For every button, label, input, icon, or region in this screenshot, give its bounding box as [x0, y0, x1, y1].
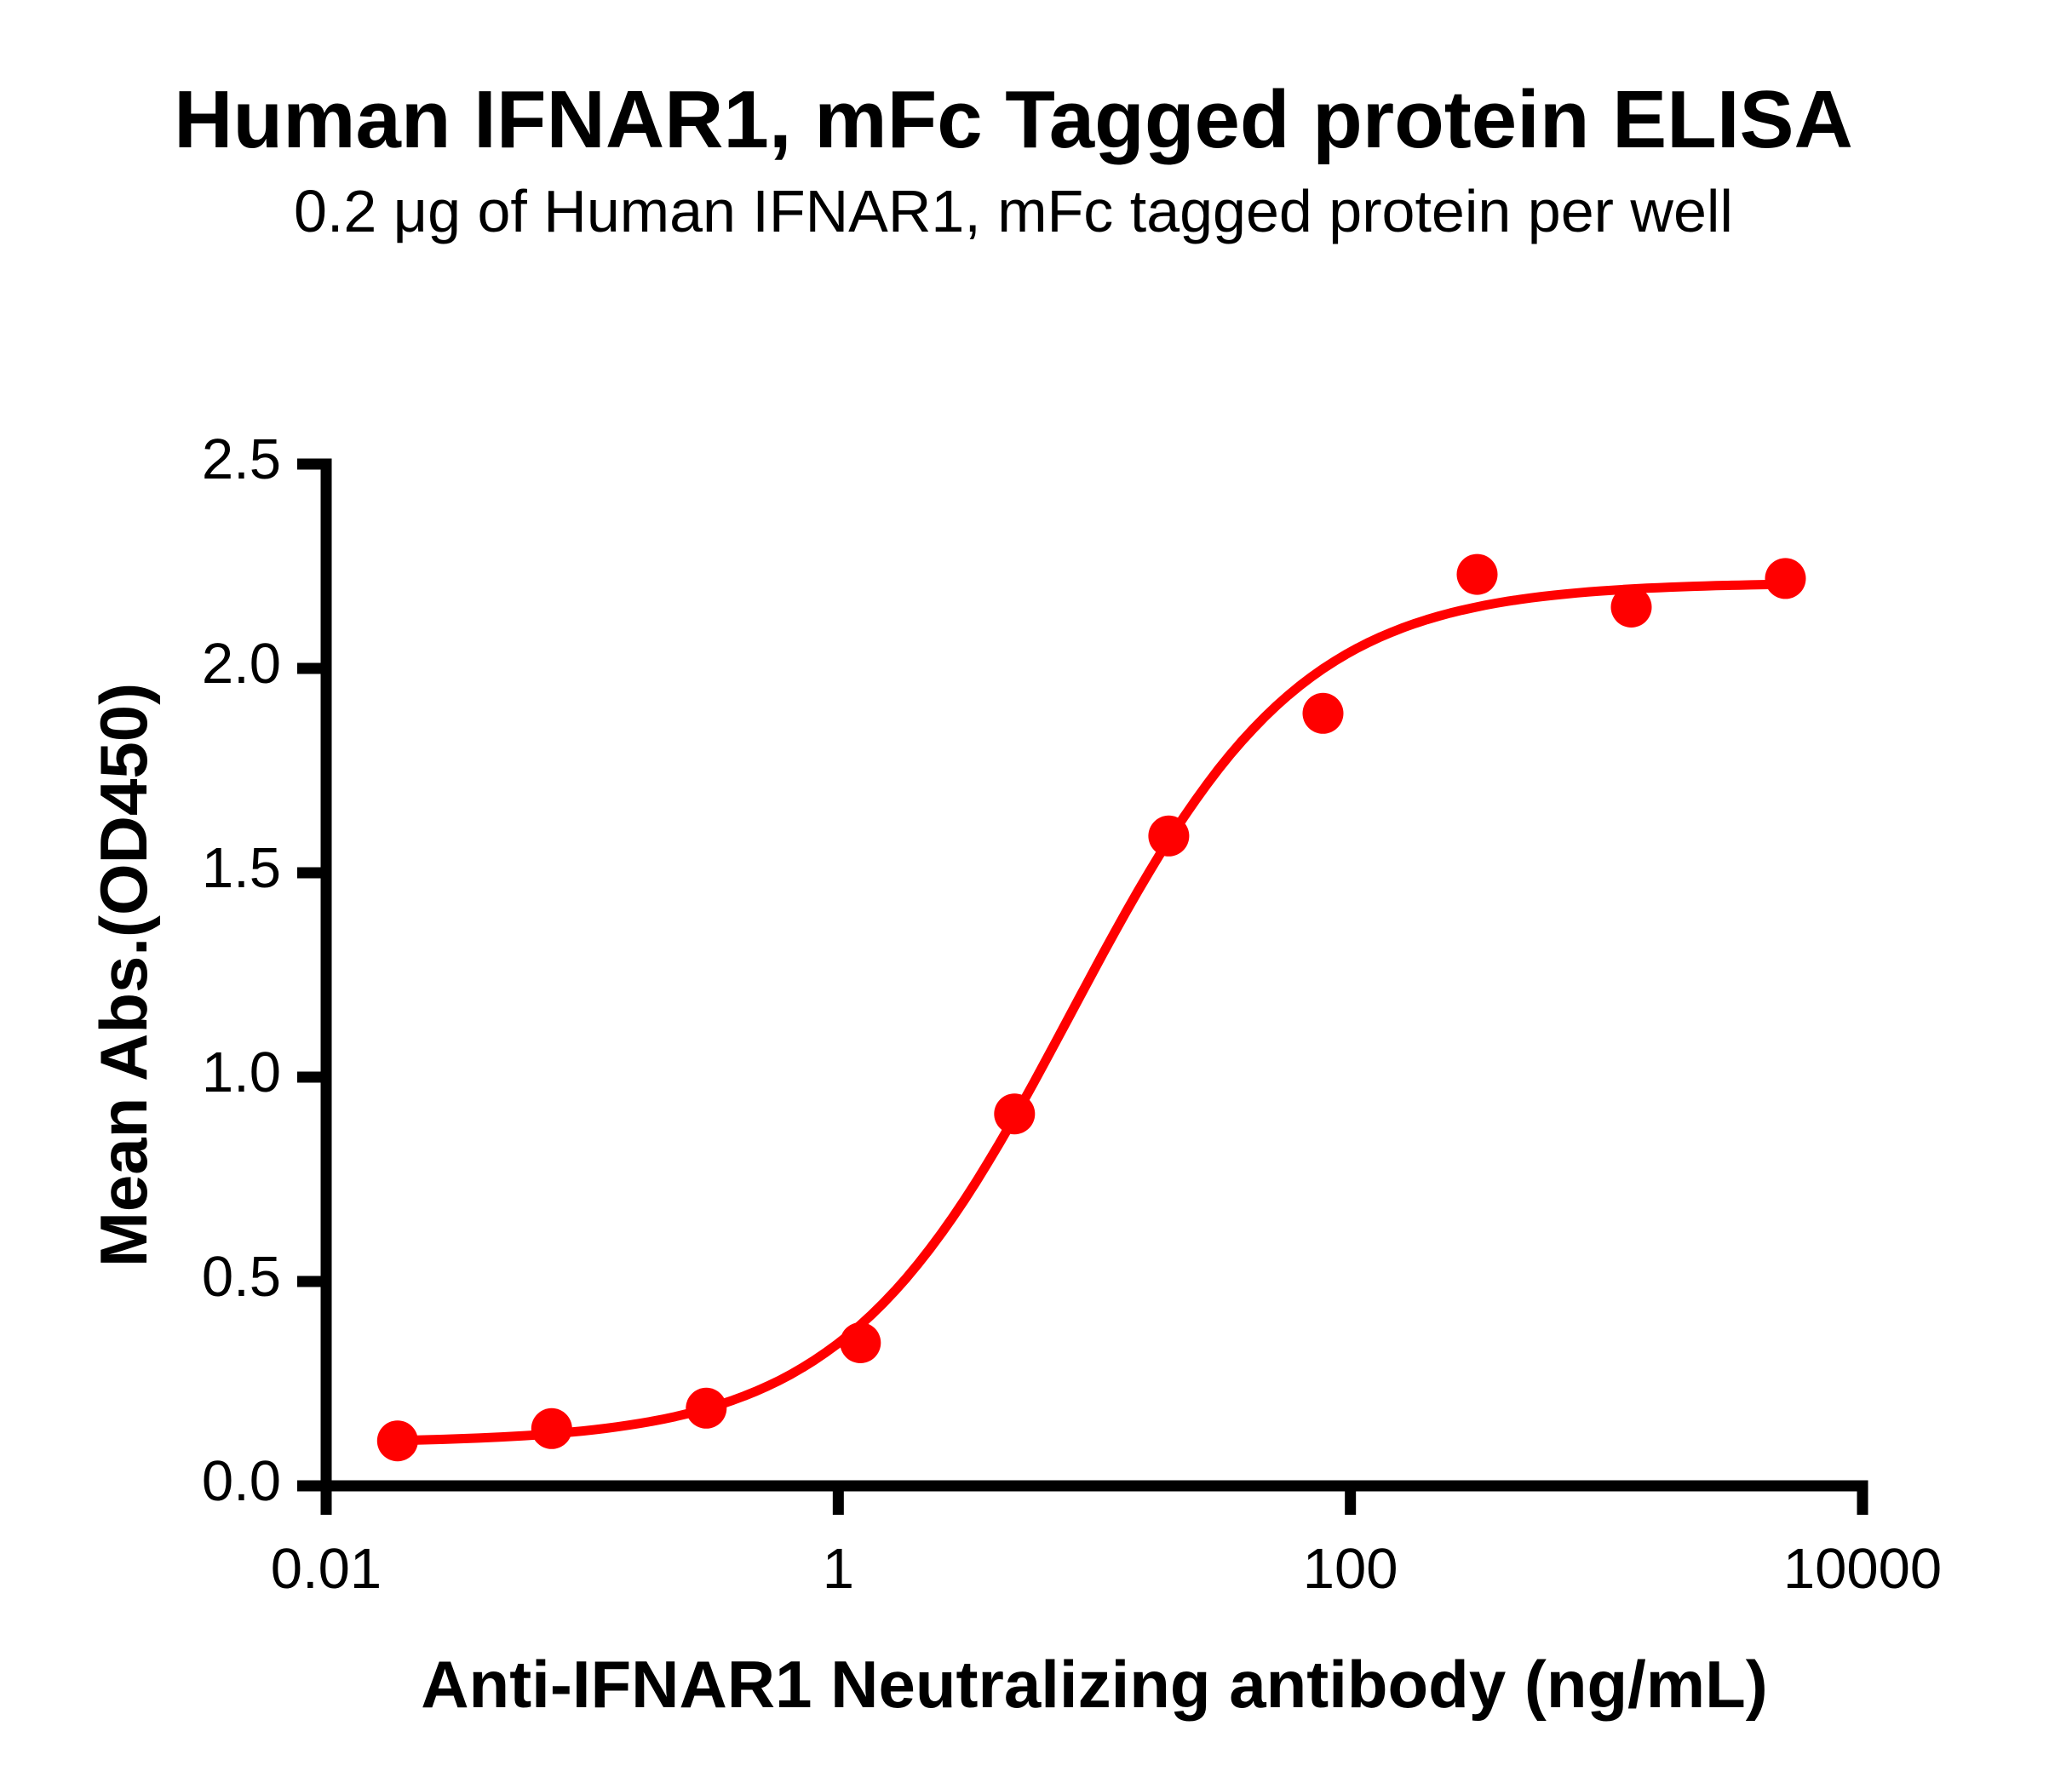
data-point: [686, 1387, 727, 1429]
y-tick-label: 0.0: [202, 1449, 281, 1513]
y-tick-label: 1.0: [202, 1041, 281, 1104]
x-tick-label: 10000: [1783, 1537, 1942, 1601]
x-tick-label: 100: [1303, 1537, 1398, 1601]
y-tick-label: 2.5: [202, 427, 281, 491]
data-point: [376, 1420, 418, 1462]
y-tick-label: 2.0: [202, 632, 281, 696]
axes-layer: 0.0 0.5 1.0 1.5 2.0 2.5 0.01 1 100 10000: [202, 427, 1942, 1601]
chart-subtitle: 0.2 μg of Human IFNAR1, mFc tagged prote…: [294, 178, 1733, 244]
y-axis-title: Mean Abs.(OD450): [86, 683, 161, 1267]
y-tick-label: 1.5: [202, 836, 281, 900]
y-tick-label: 0.5: [202, 1245, 281, 1309]
x-axis-title: Anti-IFNAR1 Neutralizing antibody (ng/mL…: [421, 1647, 1768, 1722]
x-tick-label: 1: [823, 1537, 854, 1601]
data-point: [1456, 553, 1498, 595]
data-point: [1610, 587, 1652, 628]
data-series-layer: [376, 553, 1806, 1462]
data-point: [1765, 558, 1806, 599]
data-point: [994, 1093, 1036, 1135]
data-point: [840, 1322, 881, 1363]
data-point: [531, 1407, 572, 1449]
data-point: [1302, 692, 1344, 734]
x-tick-label: 0.01: [271, 1537, 382, 1601]
fit-curve: [393, 579, 1790, 1446]
data-point: [1148, 815, 1190, 857]
chart-title: Human IFNAR1, mFc Tagged protein ELISA: [174, 74, 1853, 165]
